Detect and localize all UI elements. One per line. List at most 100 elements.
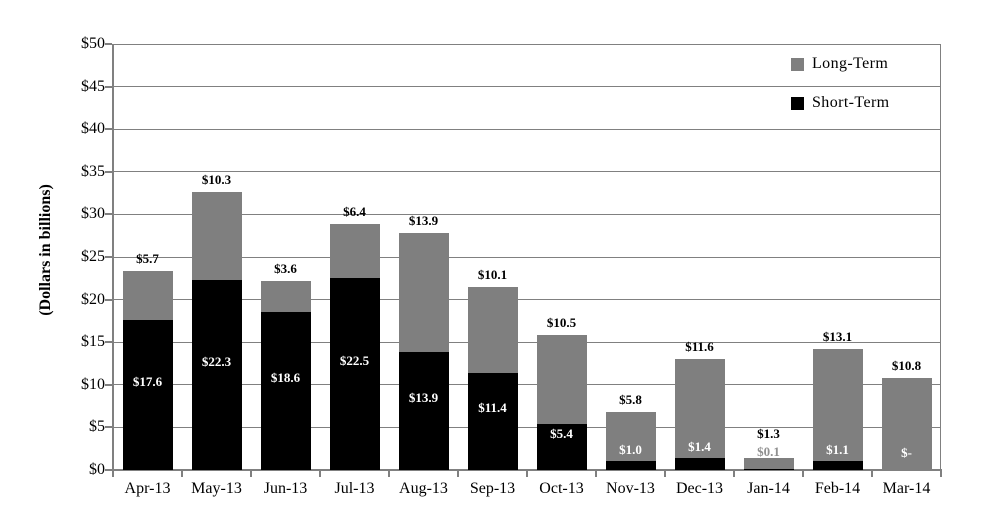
y-tick-mark — [105, 299, 112, 301]
bar-segment-long-term — [399, 233, 449, 351]
gridline — [113, 129, 941, 130]
label-long-term: $13.9 — [394, 213, 454, 229]
gridline — [113, 86, 941, 87]
x-category-label: Mar-14 — [872, 480, 941, 498]
legend-item-long-term: Long-Term — [791, 53, 890, 75]
label-long-term: $10.5 — [532, 315, 592, 331]
y-tick-mark — [105, 213, 112, 215]
y-tick-mark — [105, 341, 112, 343]
y-tick-label: $10 — [51, 376, 105, 394]
x-category-label: Apr-13 — [113, 480, 182, 498]
y-tick-mark — [105, 171, 112, 173]
label-long-term: $5.8 — [601, 392, 661, 408]
y-tick-mark — [105, 43, 112, 45]
label-long-term: $10.1 — [463, 267, 523, 283]
x-tick-mark — [526, 471, 528, 477]
y-tick-mark — [105, 469, 112, 471]
y-tick-label: $20 — [51, 291, 105, 309]
y-tick-label: $5 — [51, 418, 105, 436]
x-category-label: Feb-14 — [803, 480, 872, 498]
x-category-label: Jan-14 — [734, 480, 803, 498]
x-tick-mark — [250, 471, 252, 477]
x-category-label: Sep-13 — [458, 480, 527, 498]
stacked-bar-chart: (Dollars in billions) Long-Term Short-Te… — [0, 0, 1000, 528]
label-short-term: $18.6 — [256, 370, 316, 386]
x-tick-mark — [733, 471, 735, 477]
bar-segment-long-term — [330, 224, 380, 279]
y-tick-label: $25 — [51, 248, 105, 266]
x-tick-mark — [871, 471, 873, 477]
bar-segment-short-term — [468, 373, 518, 470]
label-long-term: $6.4 — [325, 204, 385, 220]
label-long-term: $3.6 — [256, 261, 316, 277]
label-short-term: $1.0 — [601, 442, 661, 458]
short-term-color-swatch — [791, 97, 804, 110]
bar-segment-short-term — [744, 469, 794, 470]
y-tick-label: $15 — [51, 333, 105, 351]
label-short-term: $1.4 — [670, 439, 730, 455]
bar-segment-short-term — [813, 461, 863, 470]
bar-segment-short-term — [675, 458, 725, 470]
x-category-label: Aug-13 — [389, 480, 458, 498]
gridline — [113, 44, 941, 45]
y-tick-label: $50 — [51, 35, 105, 53]
label-long-term: $13.1 — [808, 329, 868, 345]
label-short-term: $22.3 — [187, 354, 247, 370]
label-short-term: $5.4 — [532, 426, 592, 442]
label-short-term: $11.4 — [463, 400, 523, 416]
legend-item-short-term: Short-Term — [791, 92, 890, 114]
bar-segment-long-term — [192, 192, 242, 280]
label-short-term: $13.9 — [394, 390, 454, 406]
bar-segment-short-term — [330, 278, 380, 470]
label-short-term: $17.6 — [118, 374, 178, 390]
y-tick-mark — [105, 86, 112, 88]
y-tick-mark — [105, 128, 112, 130]
y-tick-mark — [105, 384, 112, 386]
y-tick-label: $45 — [51, 78, 105, 96]
x-tick-mark — [457, 471, 459, 477]
bar-segment-long-term — [123, 271, 173, 320]
legend-label-short-term: Short-Term — [812, 94, 890, 112]
x-category-label: Jul-13 — [320, 480, 389, 498]
x-tick-mark — [595, 471, 597, 477]
x-tick-mark — [802, 471, 804, 477]
long-term-color-swatch — [791, 58, 804, 71]
label-long-term: $11.6 — [670, 339, 730, 355]
bar-segment-short-term — [606, 461, 656, 470]
x-tick-mark — [940, 471, 942, 477]
label-short-term: $1.1 — [808, 442, 868, 458]
x-category-label: Oct-13 — [527, 480, 596, 498]
label-long-term: $10.3 — [187, 172, 247, 188]
y-tick-label: $35 — [51, 163, 105, 181]
y-tick-mark — [105, 426, 112, 428]
bar-segment-long-term — [261, 281, 311, 312]
y-axis-line — [112, 44, 114, 470]
y-tick-label: $30 — [51, 205, 105, 223]
bar-segment-short-term — [399, 352, 449, 470]
legend-label-long-term: Long-Term — [812, 55, 888, 73]
label-long-term: $1.3 — [739, 426, 799, 442]
label-short-term: $- — [877, 445, 937, 461]
x-category-label: Jun-13 — [251, 480, 320, 498]
x-tick-mark — [112, 471, 114, 477]
x-category-label: May-13 — [182, 480, 251, 498]
x-tick-mark — [664, 471, 666, 477]
bar-segment-long-term — [468, 287, 518, 373]
bar-segment-short-term — [192, 280, 242, 470]
y-tick-mark — [105, 256, 112, 258]
label-short-term: $0.1 — [739, 444, 799, 460]
y-tick-label: $40 — [51, 120, 105, 138]
x-tick-mark — [181, 471, 183, 477]
x-tick-mark — [388, 471, 390, 477]
x-category-label: Nov-13 — [596, 480, 665, 498]
legend: Long-Term Short-Term — [791, 53, 890, 131]
bar-segment-short-term — [261, 312, 311, 470]
plot-right-border — [940, 44, 941, 470]
bar-segment-short-term — [123, 320, 173, 470]
label-long-term: $10.8 — [877, 358, 937, 374]
x-tick-mark — [319, 471, 321, 477]
label-long-term: $5.7 — [118, 251, 178, 267]
label-short-term: $22.5 — [325, 353, 385, 369]
bar-segment-long-term — [537, 335, 587, 424]
y-tick-label: $0 — [51, 461, 105, 479]
